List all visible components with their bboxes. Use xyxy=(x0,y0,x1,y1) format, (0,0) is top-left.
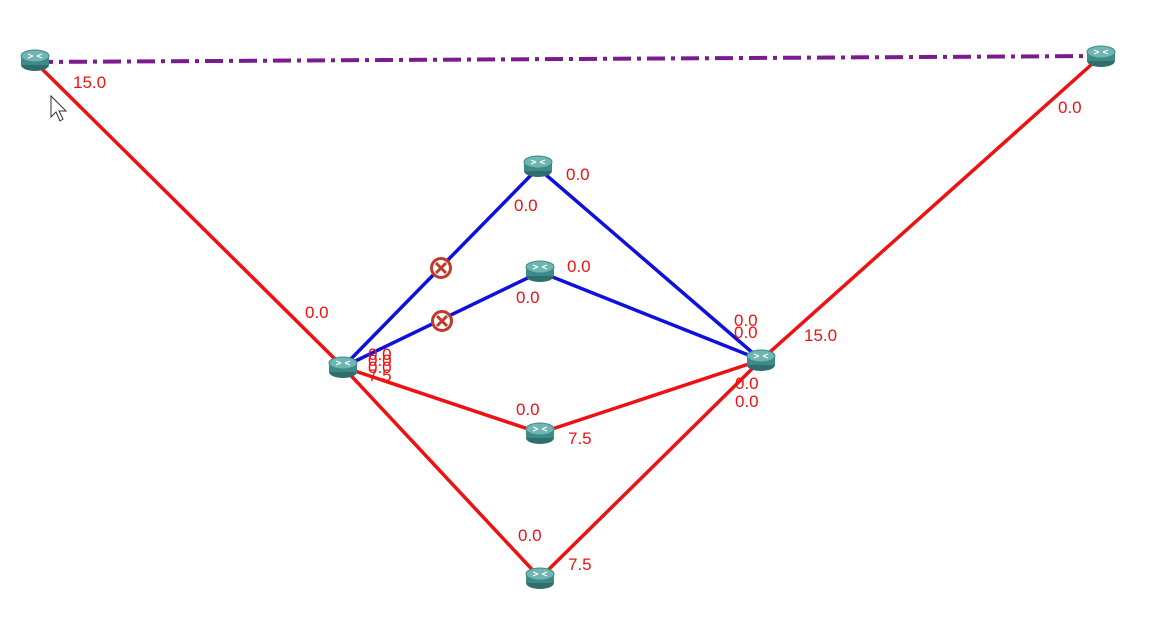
router-icon[interactable] xyxy=(525,260,555,283)
link-r8-r6[interactable] xyxy=(538,358,763,580)
router-icon[interactable] xyxy=(328,356,358,379)
router-icon[interactable] xyxy=(525,422,555,445)
router-icon[interactable] xyxy=(523,155,553,178)
link-cost-label: 0.0 xyxy=(735,374,759,393)
router-icon[interactable] xyxy=(525,567,555,590)
link-cost-label: 7.5 xyxy=(368,366,392,385)
link-r1-r2-dashed[interactable] xyxy=(34,54,1102,64)
link-cost-label: 0.0 xyxy=(1058,98,1082,117)
router-icon[interactable] xyxy=(1086,45,1116,68)
link-cost-label: 0.0 xyxy=(734,323,758,342)
link-cost-label: 0.0 xyxy=(734,311,758,330)
blocked-port-icon xyxy=(430,257,452,279)
mouse-pointer-icon xyxy=(50,94,68,122)
link-cost-label: 15.0 xyxy=(804,326,837,345)
link-r4-r6[interactable] xyxy=(539,270,762,362)
link-cost-label: 0.0 xyxy=(368,345,392,364)
link-r5-r7[interactable] xyxy=(342,365,541,435)
link-r3-r6[interactable] xyxy=(536,166,763,362)
link-cost-label: 7.5 xyxy=(568,429,592,448)
router-icon[interactable] xyxy=(746,349,776,372)
link-r2-r6[interactable] xyxy=(759,54,1103,362)
link-cost-label: 0.0 xyxy=(516,288,540,307)
link-r5-r8[interactable] xyxy=(341,365,542,580)
link-cost-label: 7.5 xyxy=(568,555,592,574)
link-cost-label: 0.0 xyxy=(368,351,392,370)
link-cost-label: 0.0 xyxy=(516,400,540,419)
link-cost-label: 0.0 xyxy=(735,392,759,411)
link-cost-label: 0.0 xyxy=(567,257,591,276)
link-cost-label: 0.0 xyxy=(514,196,538,215)
router-icon[interactable] xyxy=(20,49,50,72)
link-r1-r5[interactable] xyxy=(33,60,345,369)
link-cost-label: 15.0 xyxy=(73,73,106,92)
link-cost-label: 0.0 xyxy=(566,165,590,184)
link-cost-label: 0.0 xyxy=(368,358,392,377)
link-r7-r6[interactable] xyxy=(539,358,762,435)
blocked-port-icon xyxy=(431,310,453,332)
link-cost-label: 0.0 xyxy=(518,526,542,545)
link-cost-label: 0.0 xyxy=(305,303,329,322)
